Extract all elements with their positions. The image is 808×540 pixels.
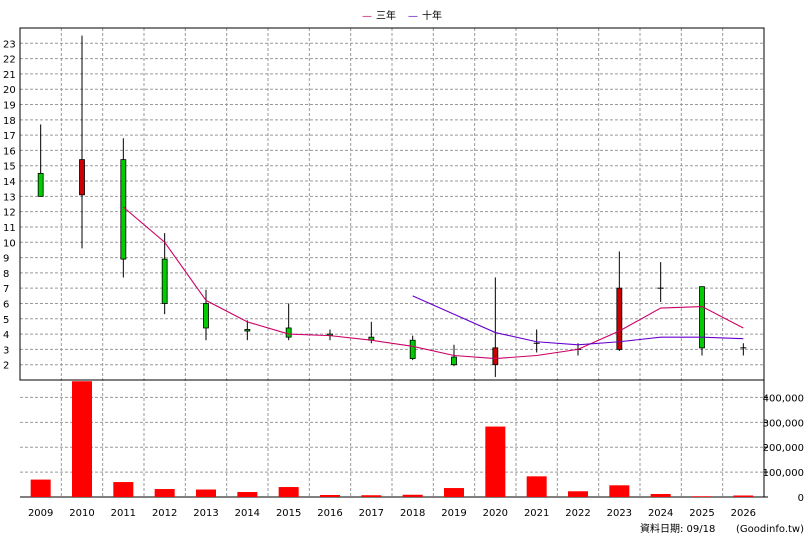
volume-bar: [733, 495, 754, 497]
price-tick-label: 17: [3, 131, 16, 142]
price-tick-label: 7: [3, 284, 9, 295]
price-tick-label: 10: [3, 238, 16, 249]
x-tick-label: 2014: [235, 508, 260, 519]
candle-body: [409, 339, 416, 359]
volume-bar: [402, 494, 423, 497]
legend-symbol: —: [362, 11, 372, 22]
candle-body: [203, 303, 209, 329]
candle-body: [451, 356, 457, 366]
candle-body: [161, 258, 168, 304]
volume-tick-label: 300,000: [763, 418, 804, 429]
price-tick-label: 4: [3, 330, 9, 341]
price-pane-frame: [19, 27, 765, 381]
x-tick-label: 2012: [152, 508, 177, 519]
x-tick-label: 2016: [317, 508, 342, 519]
x-tick-label: 2022: [565, 508, 590, 519]
price-tick-label: 23: [3, 39, 16, 50]
x-tick-label: 2020: [483, 508, 508, 519]
price-tick-label: 21: [3, 70, 16, 81]
plot-frames: [19, 27, 765, 498]
footer-source: (Goodinfo.tw): [736, 524, 804, 535]
volume-bar: [485, 426, 506, 497]
volume-bar: [444, 488, 464, 497]
series-line-三年: [122, 206, 744, 360]
candle-body: [616, 287, 623, 350]
volume-bar: [72, 381, 92, 497]
volume-bar: [278, 487, 299, 497]
volume-tick-label: 400,000: [763, 393, 804, 404]
x-tick-label: 2015: [276, 508, 301, 519]
volume-bar: [526, 476, 547, 497]
x-tick-label: 2013: [193, 508, 218, 519]
candle-body: [37, 172, 44, 197]
volume-tick-label: 200,000: [763, 443, 804, 454]
price-tick-label: 11: [3, 223, 16, 234]
moving-average-lines: [122, 206, 744, 360]
x-tick-label: 2009: [28, 508, 53, 519]
volume-bar: [196, 489, 216, 497]
price-tick-label: 5: [3, 315, 9, 326]
volume-bar: [650, 494, 671, 497]
volume-bar: [568, 491, 588, 497]
x-axis-ticks: 2009 2010 2011 2012 2013 2014 2015 2016 2017 2018…: [28, 508, 756, 519]
x-tick-label: 2018: [400, 508, 425, 519]
volume-bar: [154, 489, 175, 497]
volume-bar: [30, 479, 51, 497]
volume-bars: [30, 381, 754, 497]
price-tick-label: 18: [3, 116, 16, 127]
price-tick-label: 22: [3, 55, 16, 66]
price-tick-label: 6: [3, 299, 9, 310]
candle-body: [699, 286, 705, 349]
x-tick-label: 2010: [69, 508, 94, 519]
volume-tick-label: 100,000: [763, 468, 804, 479]
volume-bar: [237, 492, 258, 497]
price-tick-label: 9: [3, 254, 9, 265]
candle-body: [244, 329, 251, 332]
legend-label: 三年: [376, 9, 396, 22]
candle-body: [120, 159, 127, 260]
x-tick-label: 2017: [359, 508, 384, 519]
volume-bar: [692, 496, 712, 497]
volume-tick-label: 0: [798, 493, 804, 504]
x-tick-label: 2025: [689, 508, 714, 519]
volume-bar: [320, 495, 340, 497]
volume-bar: [361, 495, 382, 497]
x-tick-label: 2024: [648, 508, 673, 519]
price-tick-label: 15: [3, 162, 16, 173]
series-line-十年: [412, 295, 744, 346]
volume-axis-ticks: 0 100,000 200,000 300,000 400,000: [763, 393, 804, 504]
legend-label: 十年: [422, 9, 442, 22]
price-tick-label: 2: [3, 361, 9, 372]
footer-date: 資料日期: 09/18: [640, 522, 715, 535]
volume-bar: [113, 482, 134, 497]
price-tick-label: 19: [3, 101, 16, 112]
x-tick-label: 2019: [441, 508, 466, 519]
x-tick-label: 2023: [607, 508, 632, 519]
candle-body: [492, 347, 499, 366]
chart-legend: — 三年 — 十年: [362, 9, 442, 22]
price-tick-label: 16: [3, 146, 16, 157]
price-tick-label: 12: [3, 208, 16, 219]
grid-lines: [20, 28, 764, 497]
x-tick-label: 2026: [731, 508, 756, 519]
candle-body: [285, 327, 292, 338]
price-tick-label: 13: [3, 192, 16, 203]
price-tick-label: 14: [3, 177, 16, 188]
price-tick-label: 20: [3, 85, 16, 96]
volume-bar: [609, 485, 630, 497]
legend-symbol: —: [408, 11, 418, 22]
price-tick-label: 3: [3, 345, 9, 356]
price-tick-label: 8: [3, 269, 9, 280]
x-tick-label: 2011: [111, 508, 136, 519]
candle-body: [79, 159, 85, 196]
x-tick-label: 2021: [524, 508, 549, 519]
